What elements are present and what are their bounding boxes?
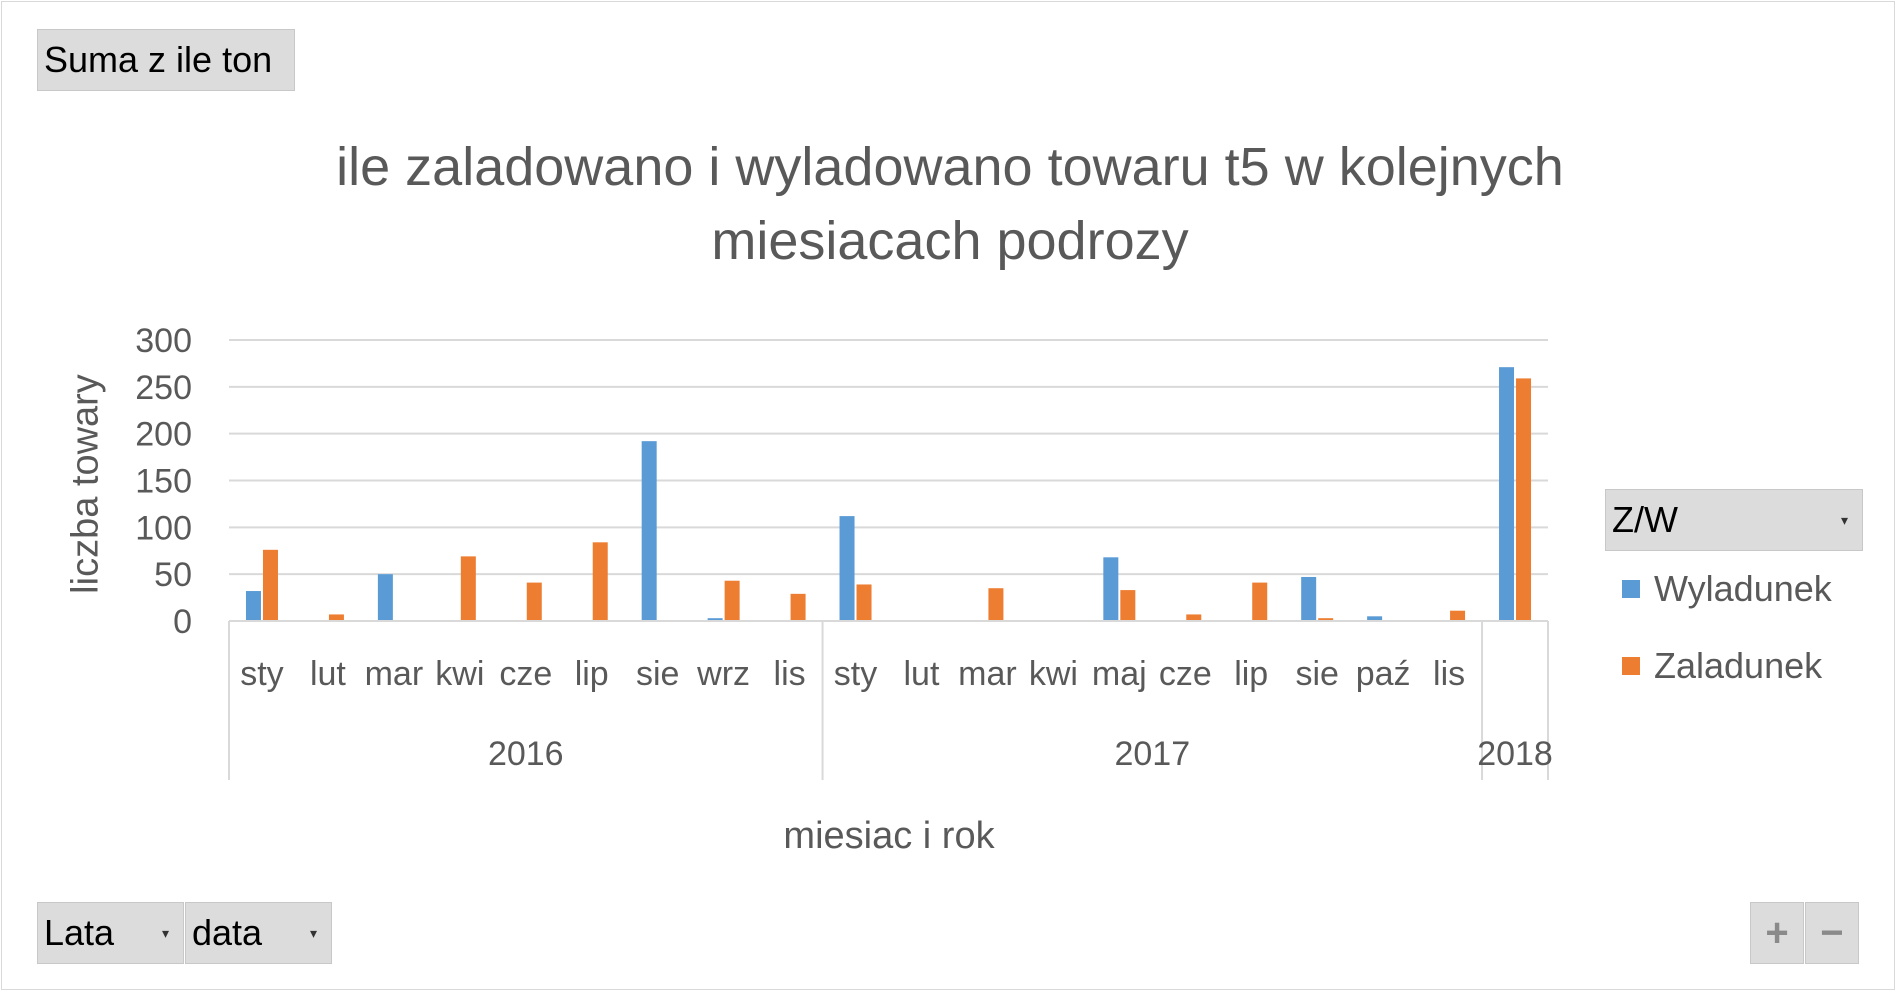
- y-tick-label: 200: [135, 416, 192, 454]
- y-tick-label: 300: [135, 322, 192, 360]
- bar-zaladunek: [1252, 582, 1268, 621]
- bar-zaladunek: [790, 593, 806, 621]
- x-tick-label: sie: [1295, 655, 1338, 693]
- x-tick-label: maj: [1092, 655, 1147, 693]
- legend-item-wyladunek: Wyladunek: [1622, 568, 1832, 610]
- row-field-lata-label: Lata: [44, 912, 115, 953]
- x-axis-title: miesiac i rok: [783, 815, 995, 857]
- x-tick-label: mar: [958, 655, 1017, 693]
- y-tick-label: 100: [135, 509, 192, 547]
- expand-button[interactable]: +: [1750, 902, 1804, 964]
- bar-wyladunek: [707, 618, 723, 621]
- x-tick-label: kwi: [1029, 655, 1078, 693]
- group-label: 2017: [1114, 735, 1190, 773]
- bar-zaladunek: [526, 582, 542, 621]
- dropdown-arrow-icon: ▾: [1840, 511, 1848, 528]
- x-tick-label: lis: [1433, 655, 1465, 693]
- row-field-data-button[interactable]: data ▾: [185, 902, 332, 964]
- bar-zaladunek: [1120, 590, 1136, 621]
- bar-wyladunek: [1367, 616, 1383, 621]
- bar-zaladunek: [1318, 618, 1334, 621]
- group-label: 2018: [1477, 735, 1553, 773]
- minus-icon: −: [1820, 910, 1844, 955]
- x-tick-label: kwi: [435, 655, 484, 693]
- row-field-lata-button[interactable]: Lata ▾: [37, 902, 184, 964]
- y-tick-label: 50: [154, 556, 192, 594]
- x-tick-label: lip: [575, 655, 609, 693]
- x-tick-label: wrz: [696, 655, 750, 693]
- x-tick-label: lut: [310, 655, 346, 693]
- legend-swatch-wyladunek: [1622, 580, 1640, 598]
- bar-wyladunek: [839, 516, 855, 621]
- x-tick-label: mar: [365, 655, 424, 693]
- bar-zaladunek: [1186, 614, 1202, 621]
- bar-zaladunek: [262, 549, 278, 621]
- x-tick-label: lis: [774, 655, 806, 693]
- bar-zaladunek: [328, 614, 344, 621]
- legend-field-button[interactable]: Z/W ▾: [1605, 489, 1863, 551]
- legend-swatch-zaladunek: [1622, 657, 1640, 675]
- y-tick-label: 250: [135, 369, 192, 407]
- bar-wyladunek: [245, 591, 261, 621]
- dropdown-arrow-icon: ▾: [161, 924, 169, 941]
- group-label: 2016: [488, 735, 564, 773]
- bar-zaladunek: [1450, 610, 1466, 621]
- y-tick-label: 150: [135, 463, 192, 501]
- x-tick-label: paź: [1356, 655, 1411, 693]
- dropdown-arrow-icon: ▾: [309, 924, 317, 941]
- bar-wyladunek: [377, 574, 393, 621]
- x-tick-label: sie: [636, 655, 679, 693]
- bar-zaladunek: [592, 542, 608, 621]
- value-field-button[interactable]: Suma z ile ton: [37, 29, 295, 91]
- plus-icon: +: [1765, 910, 1789, 955]
- x-tick-label: sty: [240, 655, 283, 693]
- collapse-button[interactable]: −: [1805, 902, 1859, 964]
- x-tick-label: lip: [1234, 655, 1268, 693]
- bar-zaladunek: [460, 556, 476, 621]
- bar-zaladunek: [724, 580, 740, 621]
- legend-field-label: Z/W: [1612, 499, 1678, 540]
- legend-label-wyladunek: Wyladunek: [1654, 568, 1832, 609]
- legend-label-zaladunek: Zaladunek: [1654, 645, 1823, 686]
- chart-title: ile zaladowano i wyladowano towaru t5 w …: [336, 137, 1564, 271]
- legend-item-zaladunek: Zaladunek: [1622, 645, 1822, 687]
- bar-zaladunek: [1516, 378, 1532, 621]
- x-tick-label: sty: [834, 655, 877, 693]
- y-tick-label: 0: [173, 603, 192, 641]
- x-tick-label: cze: [499, 655, 552, 693]
- bar-wyladunek: [1499, 367, 1515, 621]
- bar-zaladunek: [856, 584, 872, 621]
- bar-wyladunek: [1301, 576, 1317, 621]
- x-tick-label: cze: [1159, 655, 1212, 693]
- value-field-label: Suma z ile ton: [44, 39, 273, 80]
- bar-wyladunek: [1103, 557, 1119, 621]
- bar-wyladunek: [641, 441, 657, 621]
- row-field-data-label: data: [192, 912, 263, 953]
- x-tick-label: lut: [904, 655, 940, 693]
- bar-zaladunek: [988, 588, 1004, 621]
